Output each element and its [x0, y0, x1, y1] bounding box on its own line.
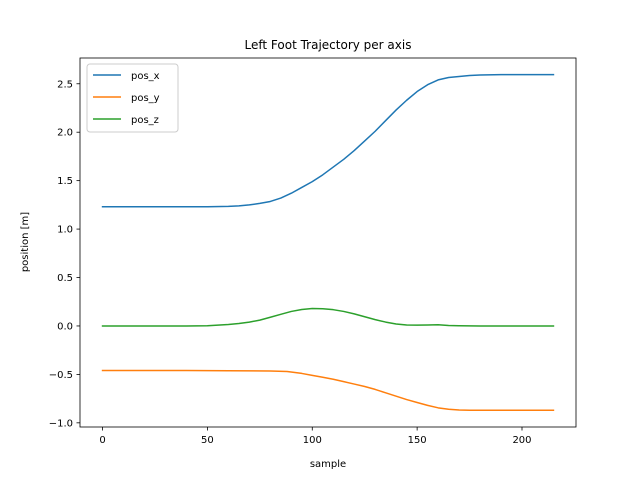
legend-box — [86, 63, 179, 133]
x-tick-label: 50 — [201, 435, 214, 446]
x-tick-label: 0 — [99, 435, 105, 446]
y-tick-label: −0.5 — [49, 370, 73, 381]
y-axis-label: position [m] — [20, 212, 31, 272]
x-tick-label: 200 — [512, 435, 531, 446]
y-tick-label: 0.5 — [57, 273, 73, 284]
legend-label-pos_y: pos_y — [131, 93, 160, 104]
axes-frame — [79, 57, 577, 428]
axes: 0 50 100 150 200 −1.0 −0.5 0.0 0.5 1.0 1.5 2.0 2.5 — [49, 57, 577, 446]
series-line-pos_y — [101, 369, 555, 411]
chart-title: Left Foot Trajectory per axis — [245, 38, 412, 52]
series-line-pos_z — [101, 307, 555, 327]
x-tick-label: 100 — [303, 435, 322, 446]
series-line-pos_x — [101, 73, 555, 208]
legend-label-pos_x: pos_x — [131, 71, 160, 82]
y-tick-label: 1.0 — [57, 225, 73, 236]
y-tick-label: −1.0 — [49, 418, 73, 429]
y-tick-label: 2.5 — [57, 79, 73, 90]
y-tick-label: 0.0 — [57, 321, 73, 332]
x-tick-label: 150 — [408, 435, 427, 446]
y-tick-label: 1.5 — [57, 176, 73, 187]
legend-label-pos_z: pos_z — [131, 115, 159, 126]
legend: pos_x pos_y pos_z — [86, 63, 179, 133]
x-axis-label: sample — [310, 459, 346, 470]
y-tick-label: 2.0 — [57, 128, 73, 139]
plot-area — [101, 73, 555, 411]
